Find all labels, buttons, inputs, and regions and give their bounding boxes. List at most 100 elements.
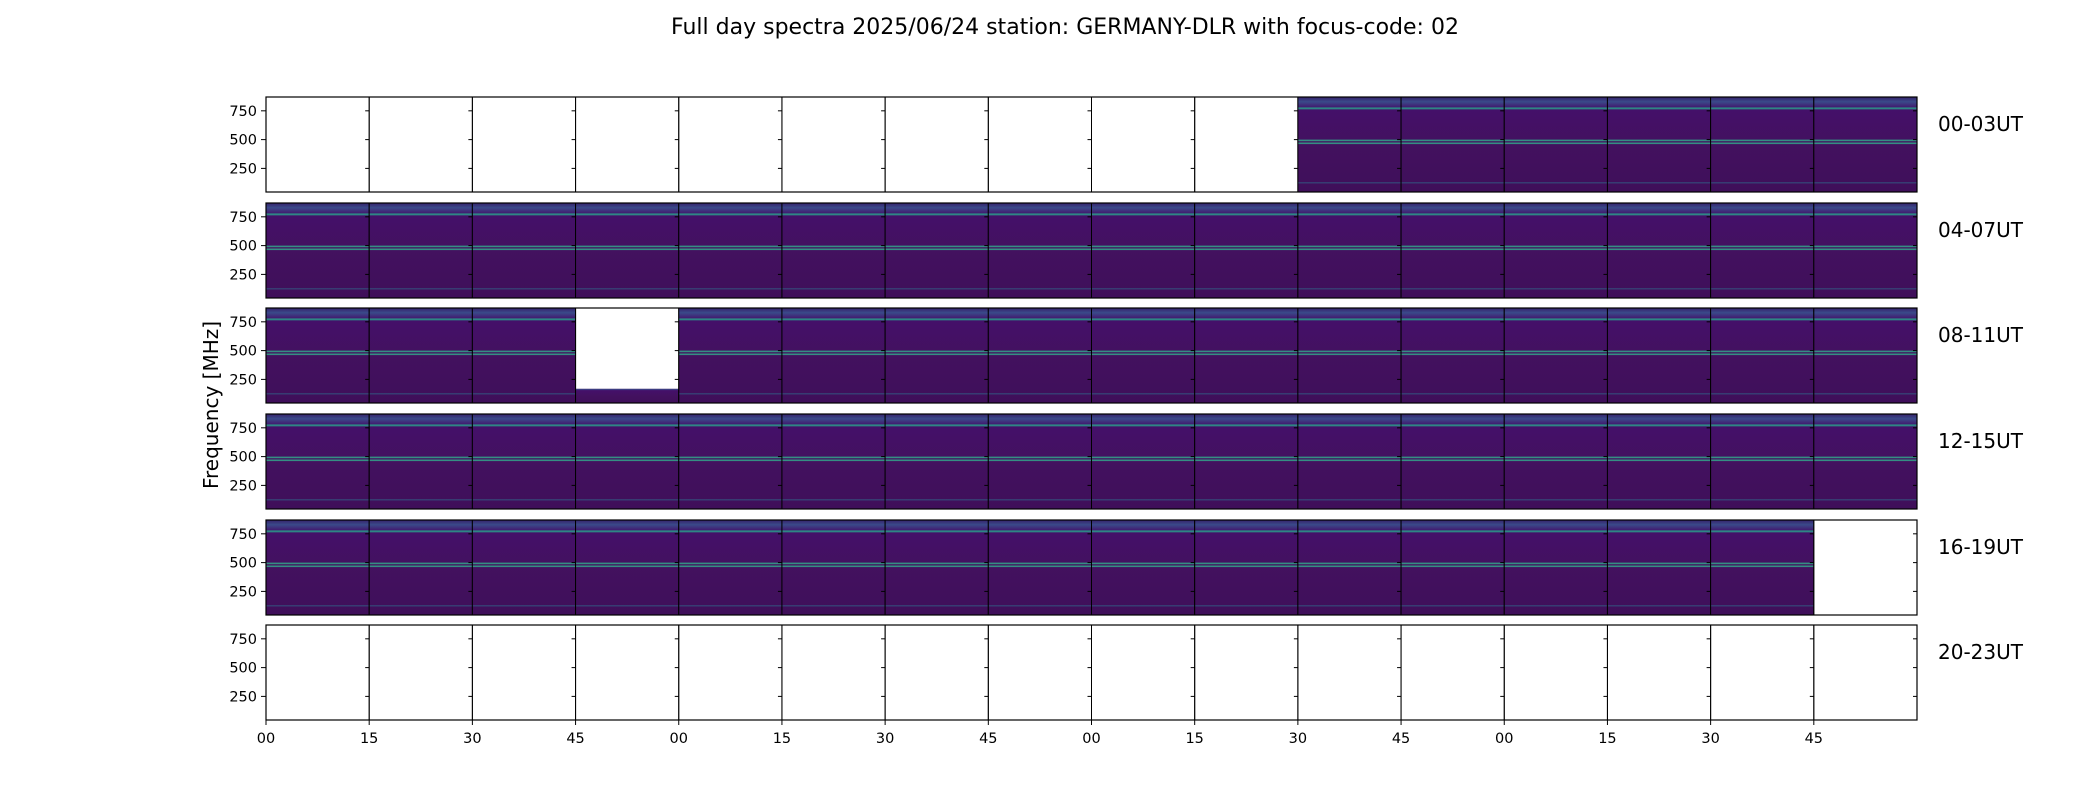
emission-band: [1710, 245, 1814, 248]
emission-band: [575, 530, 679, 533]
y-tick-label: 250: [229, 267, 257, 283]
y-tick-label: 250: [229, 161, 257, 177]
emission-band: [1297, 182, 1402, 184]
spectrum-panel: [1710, 308, 1814, 403]
emission-band: [1813, 350, 1917, 353]
panel-frame: [1091, 96, 1196, 193]
spectrum-panel: [369, 520, 473, 615]
emission-band: [1297, 393, 1402, 395]
emission-band: [1504, 562, 1608, 565]
y-tick-label: 500: [229, 556, 257, 572]
emission-band: [1504, 248, 1608, 251]
spectrum-panel: [678, 414, 782, 509]
emission-band: [885, 350, 989, 353]
emission-band: [266, 424, 370, 427]
emission-band: [1504, 213, 1608, 216]
panel-frame: [884, 96, 989, 193]
row-label: 12-15UT: [1938, 429, 2024, 453]
emission-band: [266, 393, 370, 395]
y-tick-label: 500: [229, 344, 257, 360]
emission-band: [575, 605, 679, 607]
emission-band: [1813, 288, 1917, 290]
row-frame: [265, 519, 1918, 616]
emission-band: [1607, 245, 1711, 248]
emission-band: [885, 353, 989, 356]
x-tick-label: 45: [979, 731, 997, 747]
emission-band: [1297, 353, 1402, 356]
emission-band: [1091, 213, 1195, 216]
spectrum-panel: [1194, 308, 1298, 403]
emission-band: [472, 213, 576, 216]
emission-band: [1194, 245, 1298, 248]
emission-band: [1607, 459, 1711, 462]
spectrum-panel: [575, 388, 679, 403]
panel-frame: [1400, 624, 1505, 721]
emission-band: [1297, 530, 1402, 533]
emission-band: [472, 459, 576, 462]
spectrum-panel: [1194, 520, 1298, 615]
emission-band: [1504, 393, 1608, 395]
emission-band: [1504, 459, 1608, 462]
emission-band: [1401, 245, 1505, 248]
emission-band: [369, 456, 473, 459]
panel-frame: [884, 624, 989, 721]
spectrum-panel: [1607, 203, 1711, 298]
emission-band: [1401, 565, 1505, 568]
spectrum-row: 250 500 750 08-11UT: [229, 307, 2024, 404]
emission-band: [1297, 456, 1402, 459]
emission-band: [1710, 565, 1814, 568]
spectrum-panel: [1504, 414, 1608, 509]
emission-band: [1194, 288, 1298, 290]
spectrum-panel: [1504, 308, 1608, 403]
emission-band: [1607, 530, 1711, 533]
emission-band: [266, 353, 370, 356]
panel-frame: [265, 624, 370, 721]
spectrum-panel: [472, 308, 576, 403]
emission-band: [885, 318, 989, 321]
emission-band: [1607, 456, 1711, 459]
emission-band: [1194, 393, 1298, 395]
spectrum-panel: [575, 203, 679, 298]
spectrum-panel: [1401, 520, 1505, 615]
emission-band: [1091, 562, 1195, 565]
emission-band: [988, 245, 1092, 248]
emission-band: [1607, 605, 1711, 607]
emission-band: [1710, 562, 1814, 565]
emission-band: [1297, 350, 1402, 353]
emission-band: [781, 456, 886, 459]
emission-band: [1813, 142, 1917, 145]
emission-band: [266, 350, 370, 353]
emission-band: [1813, 248, 1917, 251]
emission-band: [1710, 353, 1814, 356]
spectrum-panel: [781, 203, 886, 298]
spectrum-panel: [575, 520, 679, 615]
spectrum-row: 250 500 750 12-15UT: [229, 413, 2024, 510]
emission-band: [678, 350, 782, 353]
emission-band: [1194, 459, 1298, 462]
emission-band: [781, 318, 886, 321]
panel-frame: [781, 96, 886, 193]
panel-frame: [368, 96, 473, 193]
emission-band: [1297, 142, 1402, 145]
emission-band: [575, 288, 679, 290]
emission-band: [781, 350, 886, 353]
spectrum-panel: [1091, 414, 1195, 509]
emission-band: [1401, 530, 1505, 533]
panel-frame: [1194, 96, 1299, 193]
emission-band: [1710, 142, 1814, 145]
emission-band: [1504, 139, 1608, 142]
emission-band: [1091, 248, 1195, 251]
emission-band: [1710, 530, 1814, 533]
emission-band: [781, 499, 886, 501]
spectrum-row: 250 500 750 00-03UT: [229, 96, 2024, 193]
x-tick-label: 15: [360, 731, 378, 747]
emission-band: [472, 318, 576, 321]
emission-band: [1401, 605, 1505, 607]
x-tick-label: 15: [1185, 731, 1203, 747]
emission-band: [575, 459, 679, 462]
y-tick-label: 750: [229, 527, 257, 543]
spectrum-panel: [1297, 97, 1402, 192]
emission-band: [1194, 213, 1298, 216]
spectrum-panel: [1607, 308, 1711, 403]
spectrum-panel: [266, 414, 370, 509]
